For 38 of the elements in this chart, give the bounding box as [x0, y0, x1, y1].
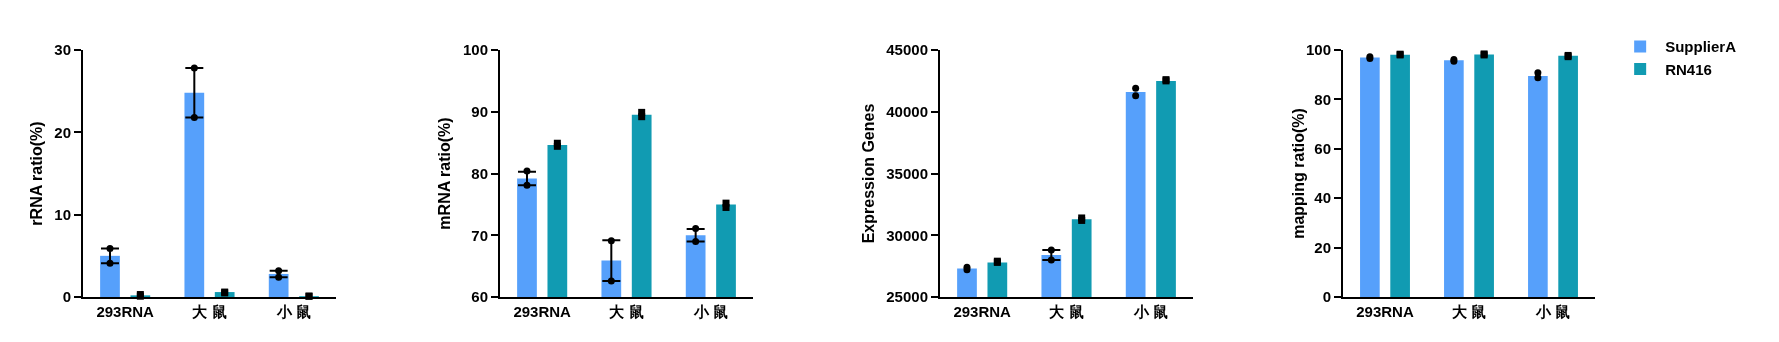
legend-label: RN416 — [1665, 60, 1712, 78]
x-tick-label: 小 鼠 — [1534, 303, 1571, 320]
legend-label: SupplierA — [1665, 38, 1737, 56]
y-tick-label: 40000 — [886, 103, 928, 120]
y-tick-label: 0 — [62, 288, 71, 306]
y-tick-label: 45000 — [886, 41, 928, 59]
y-tick-label: 20 — [1314, 238, 1331, 256]
y-tick-label: 70 — [471, 226, 488, 244]
y-tick-label: 10 — [54, 205, 71, 223]
y-tick-label: 80 — [471, 164, 488, 182]
y-tick-label: 80 — [1314, 90, 1331, 108]
x-tick-label: 小 鼠 — [692, 303, 728, 320]
x-tick-label: 293RNA — [1356, 303, 1414, 320]
y-tick-label: 60 — [1314, 140, 1331, 158]
x-tick-label: 小 鼠 — [1132, 303, 1168, 320]
y-tick-label: 60 — [471, 288, 488, 306]
x-tick-label: 293RNA — [513, 303, 572, 320]
y-tick-label: 30 — [54, 41, 71, 59]
y-axis-title: mRNA ratio(%) — [436, 117, 454, 230]
y-tick-label: 90 — [471, 103, 488, 120]
x-tick-label: 293RNA — [96, 303, 155, 320]
x-tick-label: 大 鼠 — [192, 303, 227, 320]
y-tick-label: 35000 — [886, 164, 928, 182]
x-tick-label: 大 鼠 — [609, 303, 644, 320]
x-tick-label: 293RNA — [953, 303, 1012, 320]
y-axis-title: mapping ratio(%) — [1290, 108, 1307, 239]
x-tick-label: 大 鼠 — [1049, 303, 1084, 320]
y-tick-label: 40 — [1314, 189, 1331, 207]
y-axis-title: Expression Genes — [859, 103, 877, 244]
y-tick-label: 25000 — [886, 288, 928, 306]
y-tick-label: 30000 — [886, 226, 928, 244]
y-tick-label: 0 — [1322, 288, 1331, 306]
x-tick-label: 大 鼠 — [1451, 303, 1487, 320]
y-axis-title: rRNA ratio(%) — [27, 121, 45, 226]
y-tick-label: 100 — [1305, 41, 1331, 59]
y-tick-label: 20 — [54, 123, 71, 141]
x-tick-label: 小 鼠 — [275, 303, 311, 320]
y-tick-label: 100 — [462, 41, 488, 59]
